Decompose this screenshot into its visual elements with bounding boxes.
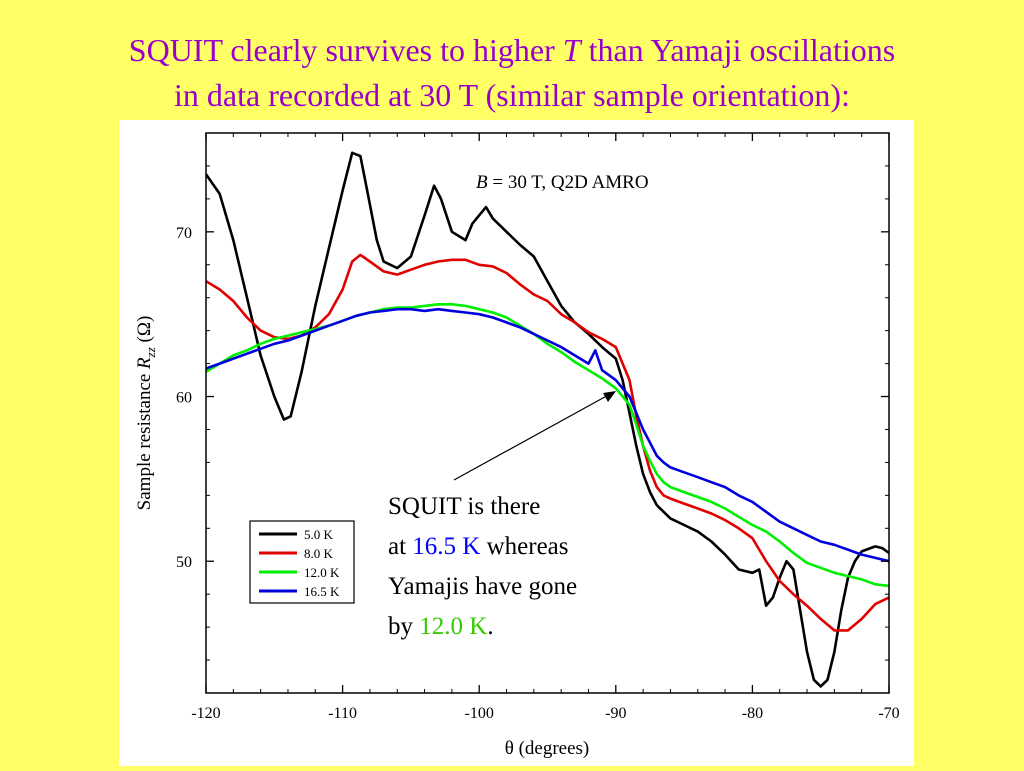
field-symbol: B	[476, 172, 488, 193]
series-lines	[204, 151, 890, 688]
y-axis-label-unit: (Ω)	[134, 316, 155, 348]
x-tick-label: -100	[465, 705, 494, 722]
series-line-3	[205, 307, 890, 563]
callout-temp-12-0: 12.0 K	[419, 613, 488, 640]
x-axis-label: θ (degrees)	[505, 738, 590, 759]
y-tick-label: 60	[176, 390, 192, 407]
callout-by: by	[388, 613, 420, 640]
plot-frame	[205, 132, 890, 694]
callout-whereas: whereas	[480, 533, 569, 560]
squit-callout: SQUIT is there at 16.5 K whereas Yamajis…	[388, 487, 577, 647]
x-tick-label: -80	[742, 705, 763, 722]
legend: 5.0 K 8.0 K 12.0 K 16.5 K	[249, 520, 355, 604]
slide-title: SQUIT clearly survives to higher T than …	[0, 28, 1024, 118]
field-annotation: B = 30 T, Q2D AMRO	[476, 172, 649, 193]
y-axis-label-subscript: zz	[143, 347, 158, 358]
field-annotation-text: = 30 T, Q2D AMRO	[488, 172, 649, 193]
y-tick-label: 50	[176, 554, 192, 571]
amro-chart: -120 -110 -100 -90 -80 -70 50 60 70 B = 30 T, Q2…	[134, 132, 900, 759]
axis-ticks: -120 -110 -100 -90 -80 -70 50 60 70	[176, 132, 900, 722]
series-line-0	[204, 151, 890, 688]
callout-line-3: Yamajis have gone	[388, 573, 578, 600]
x-tick-label: -90	[605, 705, 626, 722]
legend-label-3: 16.5 K	[304, 584, 340, 599]
series-line-1	[205, 253, 890, 632]
y-tick-label: 70	[176, 225, 192, 242]
callout-line-2: at 16.5 K whereas	[388, 527, 577, 567]
callout-at: at	[388, 533, 413, 560]
legend-label-0: 5.0 K	[304, 527, 334, 542]
title-line-1: SQUIT clearly survives to higher T than …	[0, 28, 1024, 73]
chart-panel: -120 -110 -100 -90 -80 -70 50 60 70 B = 30 T, Q2…	[119, 120, 914, 766]
title-text: SQUIT clearly survives to higher	[128, 32, 563, 68]
callout-temp-16-5: 16.5 K	[412, 533, 481, 560]
x-tick-label: -70	[878, 705, 899, 722]
title-temperature-symbol: T	[562, 32, 581, 68]
legend-label-2: 12.0 K	[304, 565, 340, 580]
y-axis-label-text: Sample resistance	[134, 369, 155, 510]
callout-arrow-line	[453, 392, 613, 481]
y-axis-label-symbol: R	[134, 357, 155, 370]
y-axis-label: Sample resistance Rzz (Ω)	[134, 316, 158, 511]
callout-arrow-head	[603, 391, 616, 402]
callout-line-4: by 12.0 K.	[388, 607, 577, 647]
title-text-continued: than Yamaji oscillations	[580, 32, 896, 68]
x-tick-label: -110	[328, 705, 357, 722]
callout-line-1: SQUIT is there	[388, 493, 541, 520]
title-line-2: in data recorded at 30 T (similar sample…	[174, 77, 850, 113]
callout-period: .	[487, 613, 494, 640]
x-tick-label: -120	[191, 705, 220, 722]
legend-label-1: 8.0 K	[304, 546, 334, 561]
